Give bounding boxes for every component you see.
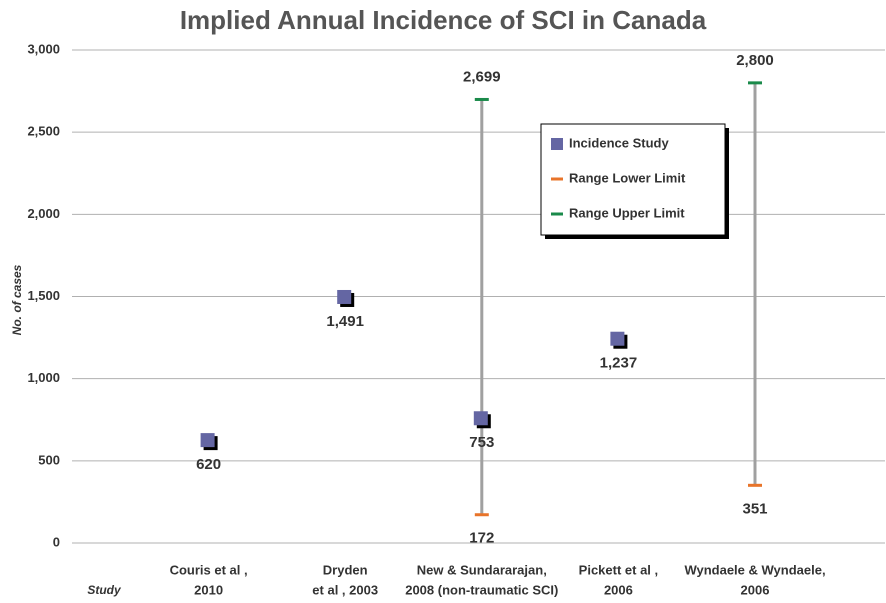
x-tick-label: Couris et al , — [170, 562, 248, 577]
legend-label: Range Upper Limit — [569, 205, 685, 220]
marker — [473, 411, 488, 426]
y-tick-label: 2,500 — [27, 124, 60, 139]
x-tick-label: Wyndaele & Wyndaele, — [684, 562, 825, 577]
marker — [337, 289, 352, 304]
chart-title: Implied Annual Incidence of SCI in Canad… — [180, 5, 707, 35]
y-axis-label: No. of cases — [10, 264, 24, 335]
x-tick-label: Pickett et al , — [579, 562, 658, 577]
y-tick-label: 0 — [53, 534, 60, 549]
data-label: 1,237 — [600, 355, 638, 372]
y-tick-label: 1,500 — [27, 288, 60, 303]
y-tick-label: 1,000 — [27, 370, 60, 385]
x-tick-label: 2006 — [741, 582, 770, 597]
legend-label: Range Lower Limit — [569, 170, 686, 185]
x-tick-label: New & Sundararajan, — [417, 562, 547, 577]
marker — [610, 331, 625, 346]
marker — [200, 433, 215, 448]
x-tick-label: et al , 2003 — [312, 582, 378, 597]
x-tick-label: 2010 — [194, 582, 223, 597]
data-label: 351 — [742, 500, 767, 517]
x-tick-label: 2008 (non-traumatic SCI) — [405, 582, 558, 597]
x-tick-label: 2006 — [604, 582, 633, 597]
y-tick-label: 3,000 — [27, 41, 60, 56]
y-tick-label: 500 — [38, 452, 60, 467]
data-label: 2,699 — [463, 68, 501, 85]
data-label: 620 — [196, 456, 221, 473]
data-label: 753 — [469, 434, 494, 451]
legend — [540, 123, 726, 236]
legend-label: Incidence Study — [569, 135, 669, 150]
data-label: 172 — [469, 530, 494, 547]
legend-swatch — [551, 138, 563, 150]
x-axis-label: Study — [87, 583, 122, 597]
x-tick-label: Dryden — [323, 562, 368, 577]
data-label: 2,800 — [736, 52, 774, 69]
data-label: 1,491 — [326, 313, 364, 330]
y-tick-label: 2,000 — [27, 206, 60, 221]
